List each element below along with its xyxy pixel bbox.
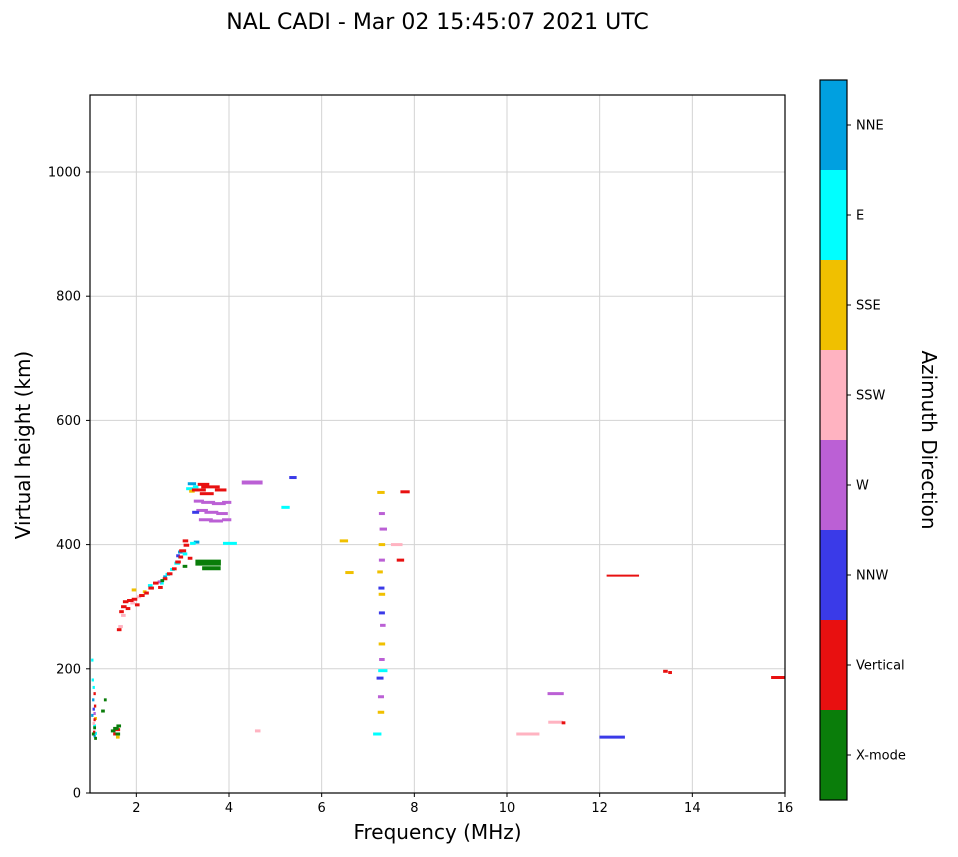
svg-text:12: 12 bbox=[591, 801, 608, 816]
svg-text:SSE: SSE bbox=[856, 299, 881, 314]
svg-text:SSW: SSW bbox=[856, 389, 886, 404]
svg-text:E: E bbox=[856, 209, 864, 224]
svg-text:1000: 1000 bbox=[48, 166, 81, 181]
svg-text:10: 10 bbox=[499, 801, 516, 816]
svg-text:Vertical: Vertical bbox=[856, 659, 905, 674]
svg-text:X-mode: X-mode bbox=[856, 749, 906, 764]
svg-text:800: 800 bbox=[56, 290, 81, 305]
svg-text:600: 600 bbox=[56, 414, 81, 429]
svg-text:400: 400 bbox=[56, 538, 81, 553]
svg-text:W: W bbox=[856, 479, 869, 494]
svg-text:16: 16 bbox=[777, 801, 794, 816]
svg-text:200: 200 bbox=[56, 662, 81, 677]
svg-text:6: 6 bbox=[318, 801, 326, 816]
chart-title: NAL CADI - Mar 02 15:45:07 2021 UTC bbox=[226, 10, 649, 35]
svg-text:0: 0 bbox=[73, 787, 81, 802]
svg-text:NNW: NNW bbox=[856, 569, 888, 584]
svg-text:14: 14 bbox=[684, 801, 701, 816]
x-axis-label: Frequency (MHz) bbox=[353, 820, 522, 844]
svg-text:2: 2 bbox=[132, 801, 140, 816]
svg-text:8: 8 bbox=[410, 801, 418, 816]
svg-text:4: 4 bbox=[225, 801, 233, 816]
svg-text:NNE: NNE bbox=[856, 119, 884, 134]
